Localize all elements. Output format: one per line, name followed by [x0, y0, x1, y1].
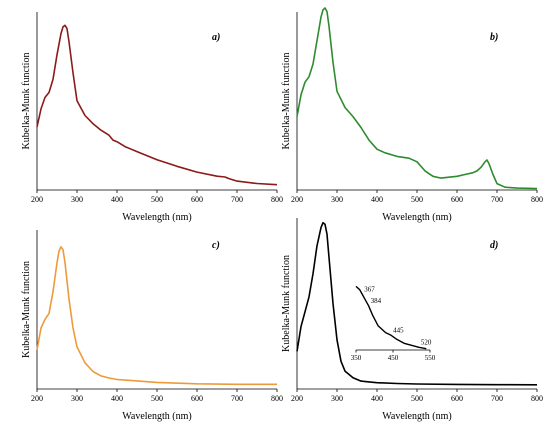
- x-tick-label: 700: [231, 195, 243, 204]
- x-tick-label: 400: [371, 394, 383, 403]
- panel-letter: c): [212, 240, 220, 251]
- x-tick-label: 300: [71, 195, 83, 204]
- series-line: [36, 246, 277, 386]
- panel-a: 200 300 400 500 600 700 800 Wavelength (nm) Kube…: [21, 12, 283, 223]
- x-tick-label: 800: [271, 195, 283, 204]
- x-tick-label: 200: [291, 394, 303, 403]
- inset-tick-label: 350: [351, 354, 362, 362]
- x-tick-label: 400: [111, 195, 123, 204]
- inset-tick-label: 450: [388, 354, 399, 362]
- x-axis-label: Wavelength (nm): [122, 411, 191, 422]
- x-tick-label: 500: [151, 394, 163, 403]
- series-line: [296, 7, 538, 190]
- inset-annotation: 445: [393, 326, 404, 334]
- x-tick-label: 200: [31, 195, 43, 204]
- panel-c: 200 300 400 500 600 700 800 Wavelength (nm) Kube…: [21, 230, 283, 422]
- panel-b: 200 300 400 500 600 700 800 Wavelength (nm) Kube…: [281, 7, 543, 223]
- inset-series-line: [355, 285, 427, 350]
- x-axis-label: Wavelength (nm): [382, 411, 451, 422]
- x-tick-label: 300: [331, 394, 343, 403]
- x-axis-label: Wavelength (nm): [122, 212, 191, 223]
- x-tick-label: 600: [451, 394, 463, 403]
- x-tick-label: 500: [151, 195, 163, 204]
- y-axis-label: Kubelka-Munk function: [281, 53, 292, 150]
- x-tick-label: 300: [71, 394, 83, 403]
- inset-chart: 350 450 550 367 384 445 520: [351, 285, 436, 362]
- panel-letter: d): [490, 240, 498, 251]
- x-tick-label: 600: [191, 394, 203, 403]
- x-tick-label: 800: [531, 195, 543, 204]
- panel-letter: b): [490, 32, 498, 43]
- x-tick-label: 300: [331, 195, 343, 204]
- x-tick-label: 800: [271, 394, 283, 403]
- x-tick-label: 700: [491, 195, 503, 204]
- x-tick-label: 700: [231, 394, 243, 403]
- y-axis-label: Kubelka-Munk function: [281, 255, 292, 352]
- x-tick-label: 700: [491, 394, 503, 403]
- series-line: [296, 221, 538, 386]
- panel-letter: a): [212, 32, 220, 43]
- x-tick-label: 400: [371, 195, 383, 204]
- series-line: [36, 24, 278, 186]
- inset-annotation: 520: [421, 338, 432, 346]
- inset-tick-label: 550: [425, 354, 436, 362]
- y-axis-label: Kubelka-Munk function: [21, 261, 32, 358]
- x-tick-label: 200: [31, 394, 43, 403]
- inset-annotation: 384: [371, 297, 382, 305]
- x-tick-label: 800: [531, 394, 543, 403]
- y-axis-label: Kubelka-Munk function: [21, 53, 32, 150]
- inset-annotation: 367: [364, 285, 375, 293]
- x-tick-label: 500: [411, 394, 423, 403]
- panel-d: 200 300 400 500 600 700 800 Wavelength (nm) Kube…: [281, 218, 543, 422]
- x-tick-label: 500: [411, 195, 423, 204]
- x-tick-label: 200: [291, 195, 303, 204]
- x-tick-label: 600: [191, 195, 203, 204]
- x-tick-label: 600: [451, 195, 463, 204]
- x-axis-label: Wavelength (nm): [382, 212, 451, 223]
- x-tick-label: 400: [111, 394, 123, 403]
